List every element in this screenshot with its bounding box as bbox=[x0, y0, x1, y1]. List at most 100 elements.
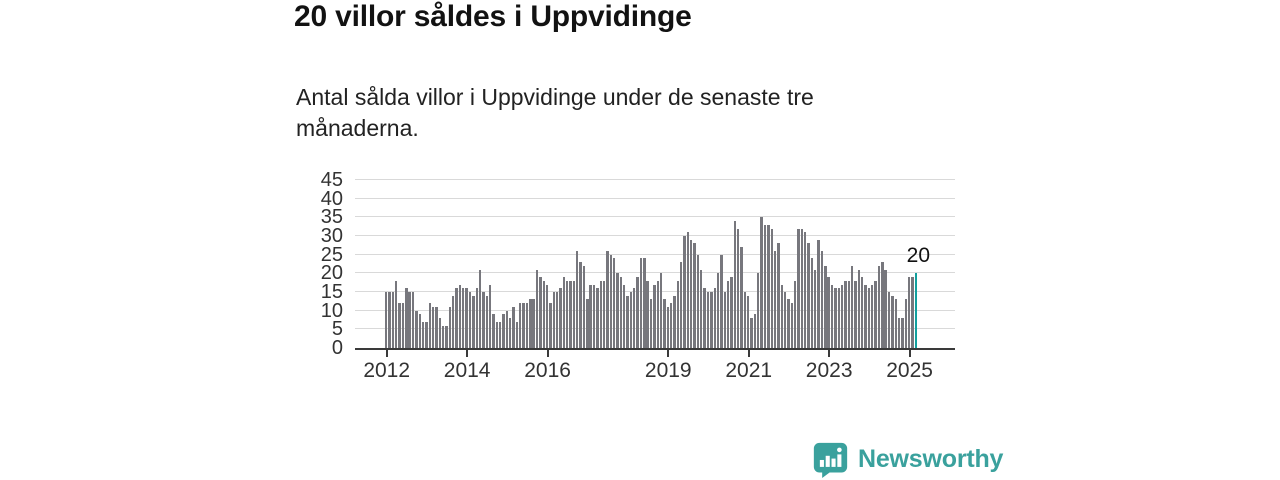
y-axis-label: 5 bbox=[331, 318, 343, 341]
bar bbox=[542, 280, 545, 348]
bar bbox=[676, 280, 680, 348]
bar bbox=[559, 288, 562, 348]
bar bbox=[421, 321, 425, 348]
bar bbox=[401, 303, 405, 348]
bar bbox=[877, 265, 881, 348]
bar bbox=[576, 250, 579, 348]
bar bbox=[659, 273, 663, 348]
page-title: 20 villor såldes i Uppvidinge bbox=[294, 0, 692, 33]
bar bbox=[485, 295, 488, 348]
bar bbox=[398, 303, 401, 348]
bar bbox=[736, 228, 740, 348]
bar bbox=[391, 292, 395, 348]
bar bbox=[602, 280, 606, 348]
bar bbox=[787, 299, 790, 348]
bar bbox=[663, 299, 666, 348]
bar bbox=[679, 262, 683, 348]
gridline bbox=[355, 272, 955, 274]
bar bbox=[763, 224, 767, 348]
bar bbox=[562, 277, 566, 348]
bar bbox=[626, 295, 629, 348]
bar bbox=[807, 243, 810, 348]
bar bbox=[874, 280, 877, 348]
bar bbox=[911, 277, 914, 348]
bar bbox=[425, 321, 428, 348]
newsworthy-logo-icon bbox=[813, 442, 848, 478]
bar bbox=[871, 284, 874, 348]
bar bbox=[864, 284, 867, 348]
bar bbox=[512, 306, 515, 348]
bar bbox=[475, 288, 478, 348]
bar bbox=[415, 310, 418, 348]
bar bbox=[897, 318, 901, 348]
x-axis-tick bbox=[667, 350, 670, 357]
bar bbox=[693, 243, 696, 348]
bar bbox=[884, 269, 887, 348]
bar bbox=[770, 228, 773, 348]
bar bbox=[904, 299, 907, 348]
bar bbox=[907, 277, 911, 348]
bar bbox=[435, 306, 438, 348]
bar bbox=[750, 318, 753, 348]
bar bbox=[690, 239, 693, 348]
x-axis-label: 2025 bbox=[886, 359, 933, 382]
bar bbox=[522, 303, 525, 348]
bar bbox=[566, 280, 569, 348]
y-axis-label: 45 bbox=[320, 169, 343, 191]
bar bbox=[773, 250, 777, 348]
bar bbox=[726, 280, 730, 348]
bar bbox=[696, 254, 700, 348]
bar bbox=[730, 277, 733, 348]
bar bbox=[452, 295, 455, 348]
bar bbox=[830, 284, 834, 348]
x-axis-tick bbox=[385, 350, 388, 357]
x-axis-label: 2012 bbox=[363, 359, 411, 382]
bar bbox=[767, 224, 770, 348]
bar bbox=[894, 299, 897, 348]
bar bbox=[891, 295, 894, 348]
bar bbox=[777, 243, 780, 348]
bar bbox=[817, 239, 820, 348]
bar bbox=[455, 288, 458, 348]
bar bbox=[710, 292, 713, 348]
bar bbox=[515, 321, 519, 348]
x-axis-label: 2016 bbox=[524, 359, 571, 382]
bar bbox=[612, 258, 616, 348]
bar bbox=[509, 318, 512, 348]
x-axis-label: 2023 bbox=[805, 359, 853, 382]
bar bbox=[495, 321, 498, 348]
bar bbox=[861, 277, 864, 348]
bar bbox=[616, 273, 619, 348]
bar bbox=[666, 306, 669, 348]
bar bbox=[569, 280, 572, 348]
bar bbox=[669, 303, 673, 348]
bar bbox=[783, 292, 787, 348]
bar bbox=[478, 269, 482, 348]
bar bbox=[428, 303, 431, 348]
newsworthy-logo-text: Newsworthy bbox=[858, 445, 1004, 473]
bar bbox=[465, 288, 468, 348]
bar bbox=[482, 292, 485, 348]
bar bbox=[535, 269, 539, 348]
x-axis-tick bbox=[546, 350, 549, 357]
bar bbox=[814, 269, 817, 348]
plot-area: 20 bbox=[355, 179, 955, 350]
bar bbox=[405, 288, 408, 348]
bar bbox=[720, 254, 723, 348]
bar bbox=[733, 221, 737, 348]
newsworthy-logo: Newsworthy bbox=[812, 441, 1003, 478]
bar bbox=[840, 284, 844, 348]
bar bbox=[438, 318, 442, 348]
bar bbox=[586, 299, 589, 348]
bar bbox=[639, 258, 643, 348]
bar bbox=[549, 303, 552, 348]
bar bbox=[723, 292, 726, 348]
gridline bbox=[355, 253, 955, 255]
bar bbox=[747, 295, 750, 348]
bar bbox=[881, 262, 884, 348]
bar bbox=[653, 284, 656, 348]
bar bbox=[757, 273, 760, 348]
x-axis-label: 2019 bbox=[644, 359, 692, 382]
gridline bbox=[355, 235, 955, 236]
highlighted-bar bbox=[914, 273, 918, 348]
